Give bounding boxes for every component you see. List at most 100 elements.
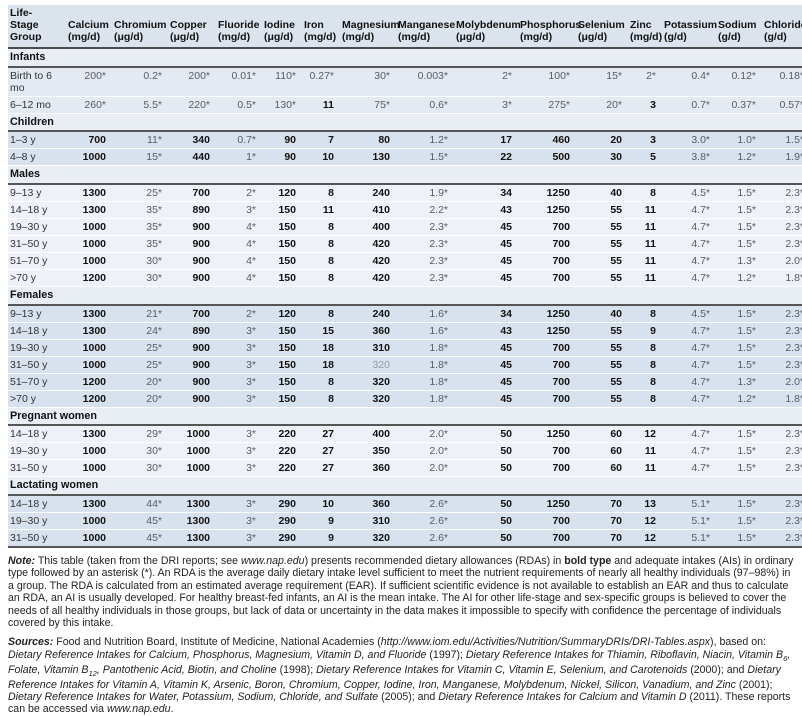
table-row: 6–12 mo 260* 5.5* 220* 0.5* 130* 11 75* 0.6* 3* 27… [8, 96, 802, 114]
value-cell: 900 [168, 390, 216, 408]
value-cell: 2.3* [762, 183, 802, 202]
value-cell: 150 [262, 373, 302, 391]
value-cell: 0.4* [662, 66, 716, 97]
value-cell: 8 [302, 235, 340, 253]
life-stage-cell: 31–50 y [8, 529, 66, 549]
value-cell: 1300 [66, 322, 112, 340]
value-cell: 20* [112, 390, 168, 408]
section-title: Infants [8, 47, 802, 68]
life-stage-cell: 1–3 y [8, 131, 66, 150]
value-cell: 350 [340, 442, 396, 461]
value-cell: 320 [340, 390, 396, 408]
value-cell: 1.5* [716, 218, 762, 236]
value-cell: 11* [112, 131, 168, 150]
value-cell: 700 [518, 252, 576, 271]
value-cell: 1.8* [396, 339, 454, 357]
value-cell: 220 [262, 459, 302, 478]
value-cell: 275* [518, 96, 576, 114]
value-cell: 890 [168, 322, 216, 340]
value-cell: 4.7* [662, 459, 716, 478]
value-cell: 3.8* [662, 148, 716, 167]
value-cell: 700 [518, 529, 576, 549]
value-cell: 2.3* [396, 269, 454, 288]
value-cell: 700 [66, 131, 112, 150]
value-cell: 11 [628, 459, 662, 478]
value-cell: 150 [262, 235, 302, 253]
section-header-row: Children [8, 112, 802, 133]
value-cell: 11 [628, 442, 662, 461]
value-cell: 900 [168, 339, 216, 357]
value-cell: 4* [216, 235, 262, 253]
value-cell: 50 [454, 529, 518, 549]
value-cell: 60 [576, 459, 628, 478]
value-cell: 21* [112, 304, 168, 323]
value-cell: 2.6* [396, 529, 454, 549]
value-cell: 1300 [66, 201, 112, 219]
value-cell: 700 [518, 356, 576, 374]
value-cell: 35* [112, 235, 168, 253]
value-cell: 3* [216, 322, 262, 340]
value-cell: 900 [168, 373, 216, 391]
section-title: Females [8, 286, 802, 306]
section-title: Pregnant women [8, 406, 802, 427]
value-cell: 130 [340, 148, 396, 167]
value-cell: 9 [302, 512, 340, 531]
value-cell: 420 [340, 235, 396, 253]
value-cell: 2.6* [396, 494, 454, 513]
value-cell: 1300 [168, 512, 216, 531]
value-cell: 43 [454, 322, 518, 340]
value-cell: 700 [168, 304, 216, 323]
value-cell: 2.3* [762, 459, 802, 478]
table-row: 51–70 y 1000 30* 900 4* 150 8 420 2.3* 45 700 55 11 4… [8, 252, 802, 271]
value-cell: 320 [340, 356, 396, 374]
value-cell: 1.3* [716, 373, 762, 391]
value-cell: 1.0* [716, 131, 762, 150]
life-stage-cell: >70 y [8, 390, 66, 408]
header-row: Life- Stage Group Calcium (mg/d) Chromium (μg/… [8, 5, 802, 50]
value-cell: 700 [518, 373, 576, 391]
value-cell: 2.3* [762, 529, 802, 549]
value-cell: 15* [576, 66, 628, 97]
value-cell: 55 [576, 322, 628, 340]
value-cell: 100* [518, 66, 576, 97]
value-cell: 1300 [66, 494, 112, 513]
table-row: 1–3 y 700 11* 340 0.7* 90 7 80 1.2* 17 460 20 3 3.0* 1… [8, 131, 802, 150]
value-cell: 1200 [66, 269, 112, 288]
column-header: Molybdenum (μg/d) [454, 5, 521, 50]
value-cell: 8 [302, 269, 340, 288]
value-cell: 18 [302, 356, 340, 374]
value-cell: 11 [302, 201, 340, 219]
value-cell: 20* [112, 373, 168, 391]
life-stage-cell: 19–30 y [8, 218, 66, 236]
value-cell: 1.3* [716, 252, 762, 271]
value-cell: 1.5* [716, 529, 762, 549]
table-row: 31–50 y 1000 30* 1000 3* 220 27 360 2.0* 50 700 60 1… [8, 459, 802, 478]
value-cell: 700 [518, 459, 576, 478]
value-cell: 150 [262, 390, 302, 408]
value-cell: 4.7* [662, 442, 716, 461]
life-stage-cell: 14–18 y [8, 494, 66, 513]
value-cell: 220* [168, 96, 216, 114]
value-cell: 1000 [66, 339, 112, 357]
value-cell: 1000 [66, 442, 112, 461]
value-cell: 1000 [66, 148, 112, 167]
value-cell: 360 [340, 459, 396, 478]
value-cell: 2.3* [762, 512, 802, 531]
value-cell: 1000 [168, 425, 216, 444]
value-cell: 29* [112, 425, 168, 444]
value-cell: 75* [340, 96, 396, 114]
value-cell: 240 [340, 183, 396, 202]
value-cell: 24* [112, 322, 168, 340]
column-header: Chloride(g/d) [762, 5, 802, 50]
column-header: Copper (μg/d) [168, 5, 216, 50]
value-cell: 400 [340, 425, 396, 444]
table-row: 31–50 y 1000 35* 900 4* 150 8 420 2.3* 45 700 55 11 4… [8, 235, 802, 253]
value-cell: 4.7* [662, 235, 716, 253]
value-cell: 0.5* [216, 96, 262, 114]
value-cell: 2.2* [396, 201, 454, 219]
table-row: 51–70 y 1200 20* 900 3* 150 8 320 1.8* 45 700 55 8 4.… [8, 373, 802, 391]
value-cell: 30* [112, 269, 168, 288]
value-cell: 310 [340, 339, 396, 357]
value-cell: 3* [216, 339, 262, 357]
value-cell: 8 [302, 373, 340, 391]
